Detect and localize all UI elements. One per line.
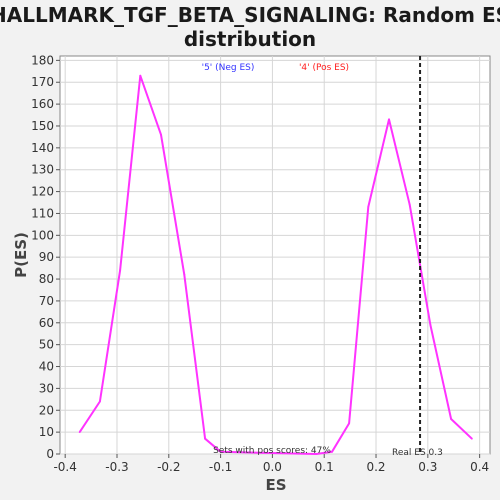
real-es-label: Real ES 0.3	[392, 448, 443, 458]
y-tick-label: 60	[39, 316, 54, 330]
x-tick-label: -0.1	[209, 460, 232, 474]
y-axis-label: P(ES)	[12, 232, 30, 278]
x-tick-label: -0.3	[105, 460, 128, 474]
es-data-point	[315, 453, 318, 455]
es-data-point	[450, 418, 453, 420]
es-data-point	[160, 133, 162, 136]
chart-title-line2: distribution	[184, 27, 316, 51]
x-tick-label: 0.1	[315, 460, 334, 474]
es-data-point	[408, 203, 411, 206]
y-tick-label: 10	[39, 425, 54, 439]
plot-area	[59, 55, 491, 455]
es-data-point	[388, 118, 390, 121]
es-data-point	[119, 269, 121, 272]
es-data-point	[98, 400, 101, 403]
y-tick-label: 140	[31, 141, 54, 155]
y-tick-label: 150	[31, 119, 54, 133]
y-tick-label: 170	[31, 75, 54, 89]
y-tick-label: 30	[39, 381, 54, 395]
es-data-point	[367, 205, 370, 208]
es-data-point	[204, 437, 206, 440]
es-data-point	[183, 273, 186, 276]
x-axis-ticks: -0.4 -0.3 -0.2 -0.1 0.0 0.1 0.2 0.3 0.4	[53, 454, 489, 474]
y-tick-label: 130	[31, 163, 54, 177]
x-axis-label: ES	[265, 476, 286, 494]
x-tick-label: -0.2	[157, 460, 180, 474]
es-data-point	[348, 422, 350, 425]
es-data-point	[139, 74, 142, 77]
y-tick-label: 0	[46, 447, 54, 461]
pos-scores-annotation: Sets with pos scores: 47%	[213, 446, 331, 456]
x-tick-label: 0.2	[366, 460, 385, 474]
y-tick-label: 40	[39, 360, 54, 374]
series-layer	[78, 74, 473, 455]
es-data-point	[219, 450, 222, 453]
x-tick-label: -0.4	[53, 460, 76, 474]
x-tick-label: 0.4	[470, 460, 489, 474]
grid-lines	[60, 56, 490, 455]
x-tick-label: 0.3	[418, 460, 437, 474]
es-data-point	[470, 437, 473, 440]
y-tick-label: 100	[31, 228, 54, 242]
es-data-point	[78, 431, 81, 434]
y-tick-label: 90	[39, 250, 54, 264]
y-tick-label: 50	[39, 338, 54, 352]
y-tick-label: 180	[31, 53, 54, 67]
es-data-point	[429, 324, 432, 326]
y-tick-label: 70	[39, 294, 54, 308]
y-tick-label: 120	[31, 185, 54, 199]
chart-title-line1: HALLMARK_TGF_BETA_SIGNALING: Random ES	[0, 3, 500, 27]
x-tick-label: 0.0	[263, 460, 282, 474]
es-data-point	[331, 450, 333, 453]
legend-pos-es: '4' (Pos ES)	[299, 63, 349, 73]
y-tick-label: 80	[39, 272, 54, 286]
y-tick-label: 110	[31, 206, 54, 220]
legend-neg-es: '5' (Neg ES)	[202, 63, 255, 73]
y-tick-label: 160	[31, 97, 54, 111]
y-tick-label: 20	[39, 403, 54, 417]
y-axis-ticks: 0 10 20 30 40 50 60 70 80 90 100 110 120 130 140 150 160…	[31, 53, 60, 461]
